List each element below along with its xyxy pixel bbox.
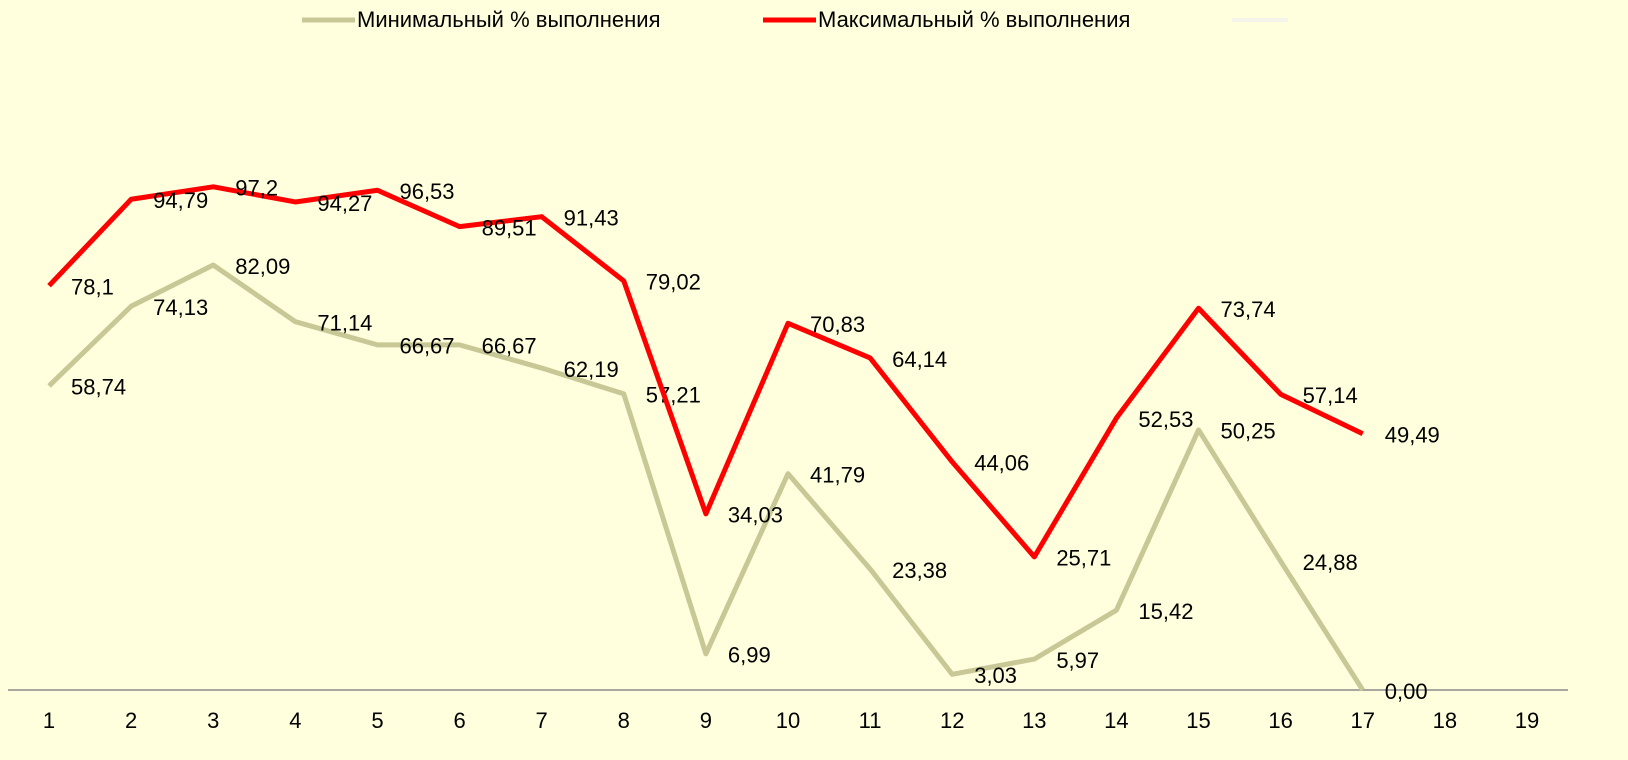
data-label: 66,67 [482, 334, 537, 359]
x-tick-label: 16 [1268, 708, 1292, 733]
data-label: 71,14 [317, 311, 372, 336]
legend-label: Максимальный % выполнения [818, 7, 1130, 32]
x-tick-label: 18 [1433, 708, 1457, 733]
data-label: 70,83 [810, 312, 865, 337]
x-tick-label: 2 [125, 708, 137, 733]
x-tick-label: 19 [1515, 708, 1539, 733]
data-label: 5,97 [1056, 648, 1099, 673]
data-label: 34,03 [728, 503, 783, 528]
data-label: 94,27 [317, 191, 372, 216]
data-label: 64,14 [892, 347, 947, 372]
x-tick-label: 11 [859, 708, 882, 733]
data-label: 49,49 [1385, 423, 1440, 448]
data-label: 15,42 [1138, 599, 1193, 624]
data-label: 3,03 [974, 663, 1017, 688]
x-tick-label: 7 [536, 708, 548, 733]
x-tick-label: 6 [453, 708, 465, 733]
data-label: 78,1 [71, 274, 114, 299]
data-label: 52,53 [1138, 407, 1193, 432]
data-label: 82,09 [235, 254, 290, 279]
data-label: 50,25 [1221, 419, 1276, 444]
data-label: 89,51 [482, 215, 537, 240]
data-label: 94,79 [153, 188, 208, 213]
data-label: 66,67 [399, 334, 454, 359]
x-tick-label: 9 [700, 708, 712, 733]
data-label: 73,74 [1221, 297, 1276, 322]
data-label: 91,43 [564, 205, 619, 230]
data-label: 23,38 [892, 558, 947, 583]
x-tick-label: 4 [289, 708, 301, 733]
data-label: 41,79 [810, 462, 865, 487]
x-tick-label: 3 [207, 708, 219, 733]
legend-label: Минимальный % выполнения [357, 7, 661, 32]
x-tick-label: 8 [618, 708, 630, 733]
data-label: 44,06 [974, 451, 1029, 476]
x-tick-label: 15 [1186, 708, 1210, 733]
data-label: 6,99 [728, 643, 771, 668]
x-tick-label: 12 [940, 708, 964, 733]
series-line [47, 184, 1364, 560]
data-label: 58,74 [71, 375, 126, 400]
x-tick-label: 17 [1350, 708, 1374, 733]
x-tick-label: 13 [1022, 708, 1046, 733]
data-label: 57,21 [646, 383, 701, 408]
data-label: 0,00 [1385, 679, 1428, 704]
data-label: 25,71 [1056, 546, 1111, 571]
x-tick-label: 5 [371, 708, 383, 733]
x-tick-label: 1 [43, 708, 55, 733]
data-label: 57,14 [1303, 383, 1358, 408]
x-tick-label: 14 [1104, 708, 1128, 733]
data-label: 24,88 [1303, 550, 1358, 575]
data-label: 74,13 [153, 295, 208, 320]
x-tick-label: 10 [776, 708, 800, 733]
data-label: 79,02 [646, 270, 701, 295]
data-label: 62,19 [564, 357, 619, 382]
data-label: 96,53 [399, 179, 454, 204]
series-line [47, 262, 1365, 692]
data-label: 97,2 [235, 176, 278, 201]
